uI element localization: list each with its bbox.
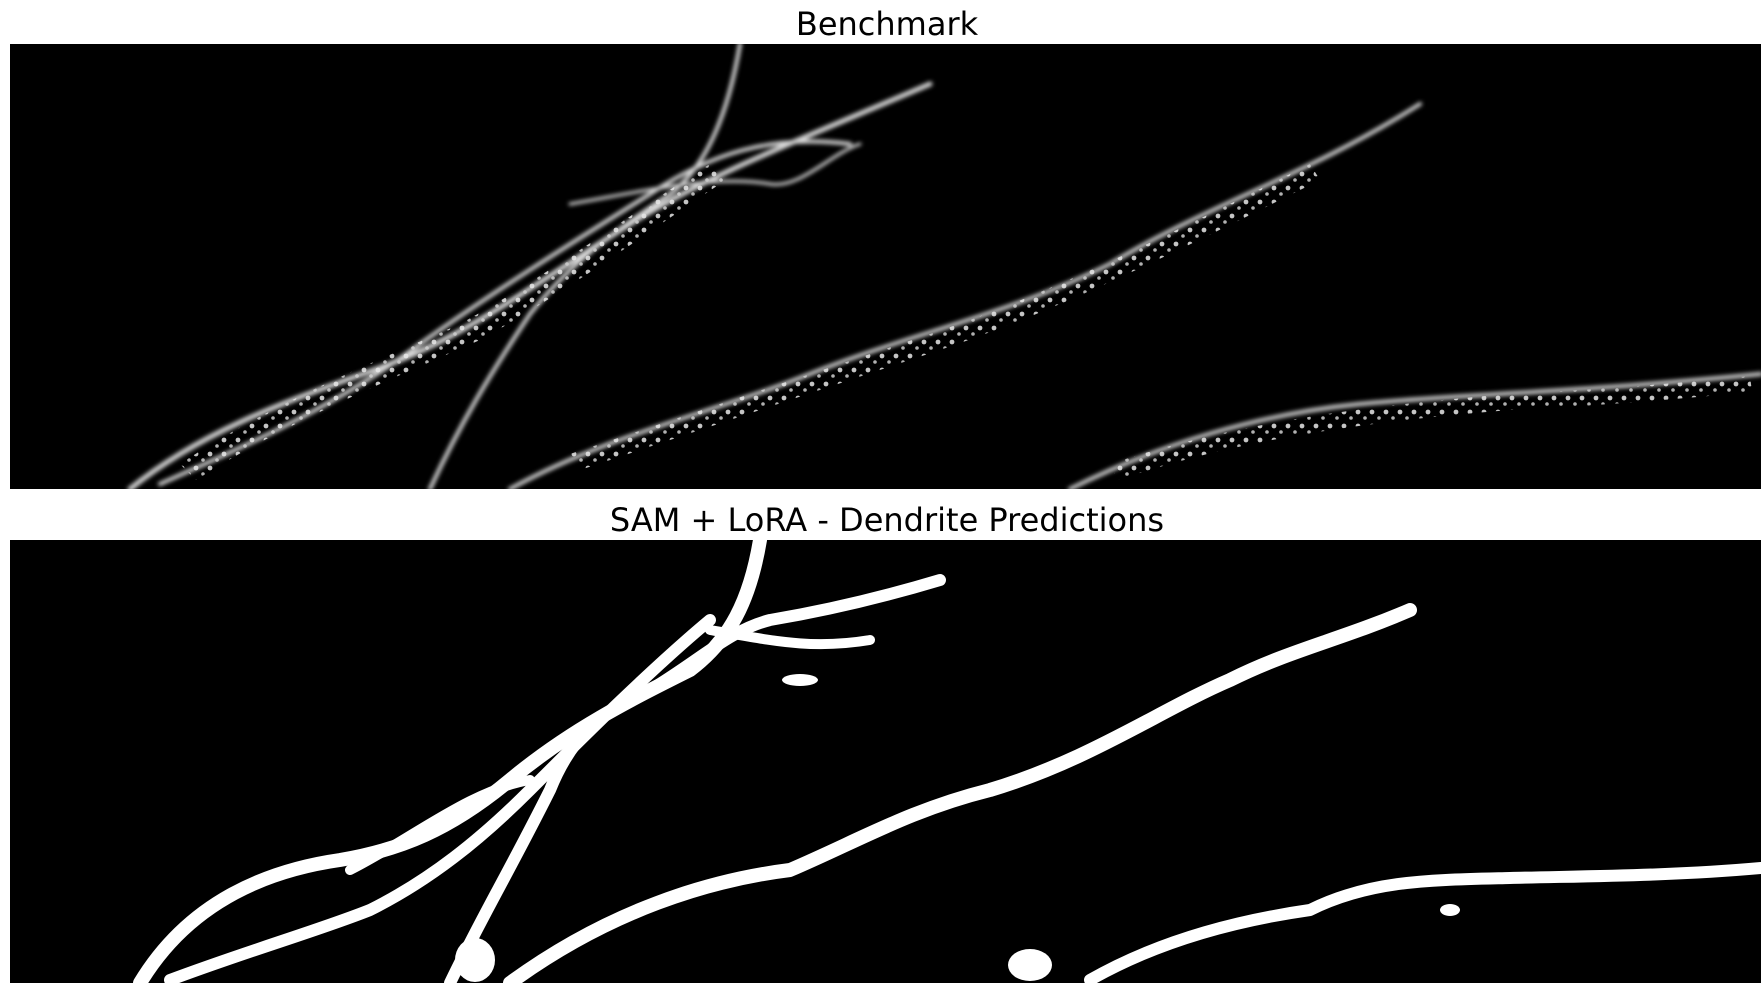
benchmark-title: Benchmark [795,5,979,43]
benchmark-image [10,44,1761,489]
predictions-title: SAM + LoRA - Dendrite Predictions [609,501,1165,539]
mask-branches [133,540,1761,983]
predicted-dendrite-mask [133,540,1761,983]
predictions-mask [10,540,1761,983]
dendrite-spines [180,164,1752,480]
dendrite-branches [127,44,1761,489]
benchmark-dendrites [127,44,1761,489]
mask-blobs [455,674,1460,982]
